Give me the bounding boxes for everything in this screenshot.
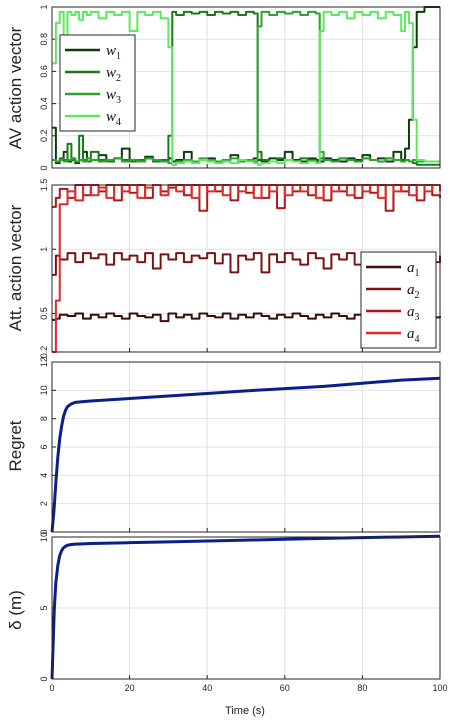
y-tick-label: 0.4 (39, 97, 49, 110)
y-tick-label: 0 (39, 165, 49, 170)
y-tick-label: 6 (39, 444, 49, 449)
y-tick-label: 5 (39, 605, 49, 610)
y-axis-label-av: AV action vector (6, 26, 25, 149)
series-line-curve-regret (50, 376, 441, 533)
y-axis-label-att: Att. action vector (6, 204, 25, 331)
series-line-w4 (52, 10, 440, 166)
axes-frame (51, 6, 441, 169)
x-tick-label: 80 (357, 683, 367, 693)
series-line-curve-delta (50, 534, 441, 680)
y-tick-label: 1 (39, 247, 49, 252)
y-axis-label-delta: δ (m) (6, 590, 25, 630)
x-tick-label: 0 (49, 683, 54, 693)
y-tick-label: 0.5 (39, 307, 49, 320)
axes-frame (51, 184, 441, 353)
y-tick-label: 8 (39, 416, 49, 421)
y-tick-label: 4 (39, 473, 49, 478)
panel-regret: 0 2 4 6 8 10 12 (39, 357, 441, 535)
x-tick-label: 20 (125, 683, 135, 693)
y-tick-label: 1 (39, 4, 49, 9)
y-tick-label: 0.2 (39, 346, 49, 359)
x-axis-label: Time (s) (225, 705, 265, 717)
y-tick-label: 0.6 (39, 65, 49, 78)
y-tick-label: 10 (39, 385, 49, 395)
y-tick-label: 2 (39, 501, 49, 506)
y-tick-label: 0.8 (39, 33, 49, 46)
y-tick-label: 0.2 (39, 130, 49, 143)
series-line-w3 (52, 10, 440, 166)
axes-frame (51, 361, 441, 533)
x-tick-label: 40 (202, 683, 212, 693)
y-tick-label: 10 (39, 532, 49, 542)
panel-delta: 0 20 40 60 80 100 0 5 10 (39, 532, 448, 693)
x-tick-label: 100 (432, 683, 447, 693)
x-tick-label: 60 (280, 683, 290, 693)
axes-frame (51, 536, 441, 680)
y-tick-label: 1.5 (39, 179, 49, 192)
y-tick-label: 0 (39, 676, 49, 681)
y-axis-label-regret: Regret (6, 420, 25, 471)
y-tick-label: 0 (39, 529, 49, 534)
y-tick-label: 12 (39, 357, 49, 367)
